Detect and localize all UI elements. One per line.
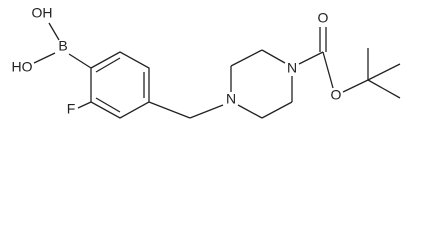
bond [261, 49, 286, 64]
atom-label: O [331, 87, 342, 103]
bond [342, 79, 369, 93]
bond [77, 101, 92, 109]
bond [189, 104, 224, 119]
bond [298, 51, 324, 65]
atom-label: O [318, 10, 329, 26]
bond [33, 52, 56, 64]
atom-label: B [58, 38, 67, 54]
double-bond [95, 97, 121, 113]
bond [367, 79, 401, 99]
atom-label: N [226, 91, 236, 107]
bond [322, 51, 334, 89]
bond [237, 104, 263, 119]
atom-label: F [67, 101, 76, 117]
bonds [33, 22, 401, 119]
bond [68, 53, 92, 69]
bond [148, 101, 191, 119]
bond [48, 22, 60, 41]
double-bond [95, 57, 121, 73]
bond [261, 101, 293, 119]
bond [367, 63, 401, 81]
benzene-ring [90, 51, 150, 119]
structure-diagram: OH HO B F N N O O [12, 5, 401, 119]
atom-label: HO [12, 59, 33, 75]
atom-label: N [287, 60, 297, 76]
bond [230, 49, 263, 67]
atom-label: OH [32, 5, 53, 21]
